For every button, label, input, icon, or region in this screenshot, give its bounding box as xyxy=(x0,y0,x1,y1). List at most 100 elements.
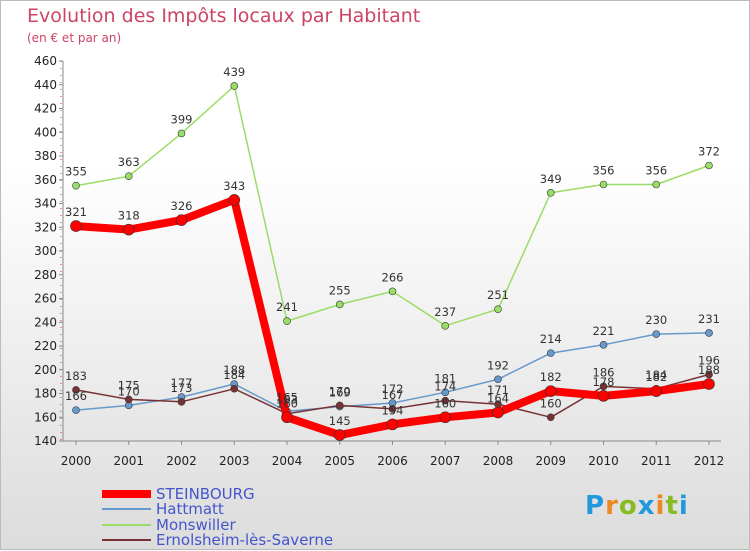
data-point-steinbourg xyxy=(228,194,241,206)
data-point-ernolsheim-l-s-saverne xyxy=(124,395,133,404)
logo-letter: P xyxy=(585,491,606,521)
data-label-hattmatt: 214 xyxy=(540,332,562,346)
logo-letter: o xyxy=(618,491,638,521)
data-point-steinbourg xyxy=(650,385,663,397)
data-point-ernolsheim-l-s-saverne xyxy=(705,370,713,379)
data-label-steinbourg: 160 xyxy=(276,396,298,410)
y-axis-ticks: 140 160 180 200 220 240 260 280 300 320 340 360 380 4… xyxy=(34,54,63,448)
data-label-ernolsheim-l-s-saverne: 175 xyxy=(118,378,140,392)
data-point-steinbourg xyxy=(70,220,82,232)
data-point-monswiller xyxy=(652,180,661,189)
y-tick-label: 240 xyxy=(34,315,57,329)
legend-label-ernolsheim: Ernolsheim-lès-Saverne xyxy=(156,531,334,549)
x-tick-label: 2003 xyxy=(219,454,250,468)
data-label-steinbourg: 326 xyxy=(171,199,193,213)
data-label-ernolsheim-l-s-saverne: 170 xyxy=(329,384,351,398)
legend-label-monswiller: Monswiller xyxy=(156,516,236,534)
data-point-monswiller xyxy=(388,287,397,296)
y-tick-label: 460 xyxy=(34,54,57,68)
data-point-hattmatt xyxy=(494,375,502,384)
data-point-steinbourg xyxy=(703,378,715,390)
data-label-monswiller: 251 xyxy=(487,288,509,302)
y-tick-label: 380 xyxy=(34,149,57,163)
proxiti-logo: Proxiti xyxy=(585,491,689,521)
data-label-steinbourg: 154 xyxy=(382,403,404,417)
series-lines xyxy=(70,82,715,441)
data-point-monswiller xyxy=(124,172,133,180)
data-label-steinbourg: 145 xyxy=(329,414,351,428)
x-axis-ticks: 2000 2001 2002 2003 2004 2005 2006 2007 2008 2009… xyxy=(61,441,725,468)
data-label-ernolsheim-l-s-saverne: 163 xyxy=(276,393,298,407)
data-label-steinbourg: 318 xyxy=(118,209,140,223)
x-tick-label: 2008 xyxy=(483,454,514,468)
legend-label-steinbourg: STEINBOURG xyxy=(156,485,255,503)
logo-letter: r xyxy=(605,491,619,521)
x-tick-label: 2012 xyxy=(694,454,725,468)
data-label-steinbourg: 343 xyxy=(223,179,245,193)
data-label-steinbourg: 164 xyxy=(487,392,509,406)
data-label-monswiller: 355 xyxy=(65,165,87,179)
data-label-monswiller: 255 xyxy=(329,283,351,297)
logo-letter: i xyxy=(678,491,689,521)
data-label-hattmatt: 188 xyxy=(223,363,245,377)
data-label-monswiller: 237 xyxy=(434,305,456,319)
data-point-ernolsheim-l-s-saverne xyxy=(441,396,450,405)
data-label-hattmatt: 166 xyxy=(65,389,87,403)
data-label-ernolsheim-l-s-saverne: 196 xyxy=(698,354,720,368)
data-label-hattmatt: 221 xyxy=(593,324,615,338)
data-point-monswiller xyxy=(441,322,450,330)
y-tick-label: 160 xyxy=(34,410,57,424)
data-label-ernolsheim-l-s-saverne: 160 xyxy=(540,396,562,410)
data-label-ernolsheim-l-s-saverne: 174 xyxy=(434,380,456,394)
data-point-ernolsheim-l-s-saverne xyxy=(72,386,80,394)
x-tick-label: 2007 xyxy=(430,454,461,468)
data-point-steinbourg xyxy=(386,418,399,431)
data-label-hattmatt: 177 xyxy=(171,376,193,390)
data-point-hattmatt xyxy=(546,349,555,357)
data-point-hattmatt xyxy=(652,330,661,338)
data-point-monswiller xyxy=(177,129,186,138)
y-tick-label: 260 xyxy=(34,292,57,306)
data-label-ernolsheim-l-s-saverne: 171 xyxy=(487,383,509,397)
data-label-hattmatt: 169 xyxy=(329,386,351,400)
data-label-monswiller: 356 xyxy=(593,164,615,178)
legend-swatch-ernolsheim xyxy=(102,539,151,541)
data-point-hattmatt xyxy=(705,329,713,337)
data-point-monswiller xyxy=(72,181,80,190)
y-tick-label: 140 xyxy=(34,434,57,448)
legend-label-hattmatt: Hattmatt xyxy=(156,500,224,518)
data-point-monswiller xyxy=(494,305,502,313)
data-label-ernolsheim-l-s-saverne: 184 xyxy=(645,368,667,382)
data-label-ernolsheim-l-s-saverne: 167 xyxy=(382,388,404,402)
y-tick-label: 320 xyxy=(34,220,57,234)
data-label-monswiller: 349 xyxy=(540,172,562,186)
data-point-hattmatt xyxy=(72,406,80,414)
data-label-hattmatt: 165 xyxy=(276,390,298,404)
y-tick-label: 280 xyxy=(34,268,57,282)
legend-swatch-monswiller xyxy=(102,524,151,526)
x-tick-label: 2000 xyxy=(61,454,92,468)
data-label-hattmatt: 230 xyxy=(645,313,667,327)
logo-letter: x xyxy=(637,491,656,521)
data-point-steinbourg xyxy=(492,406,504,419)
y-tick-label: 300 xyxy=(34,244,57,258)
x-tick-label: 2011 xyxy=(641,454,672,468)
x-tick-label: 2004 xyxy=(272,454,303,468)
y-tick-label: 420 xyxy=(34,102,57,116)
data-point-monswiller xyxy=(599,180,608,189)
legend-swatch-hattmatt xyxy=(102,508,151,510)
x-tick-label: 2006 xyxy=(377,454,408,468)
legend-swatch-steinbourg xyxy=(102,490,151,498)
y-tick-label: 440 xyxy=(34,78,57,92)
data-point-monswiller xyxy=(230,82,239,90)
data-point-steinbourg xyxy=(175,214,188,226)
data-point-steinbourg xyxy=(122,223,135,236)
y-tick-label: 400 xyxy=(34,125,57,139)
data-label-steinbourg: 182 xyxy=(645,370,667,384)
data-point-steinbourg xyxy=(439,411,452,424)
data-point-monswiller xyxy=(335,300,344,309)
data-point-ernolsheim-l-s-saverne xyxy=(230,384,239,393)
logo-letter: t xyxy=(665,491,679,521)
